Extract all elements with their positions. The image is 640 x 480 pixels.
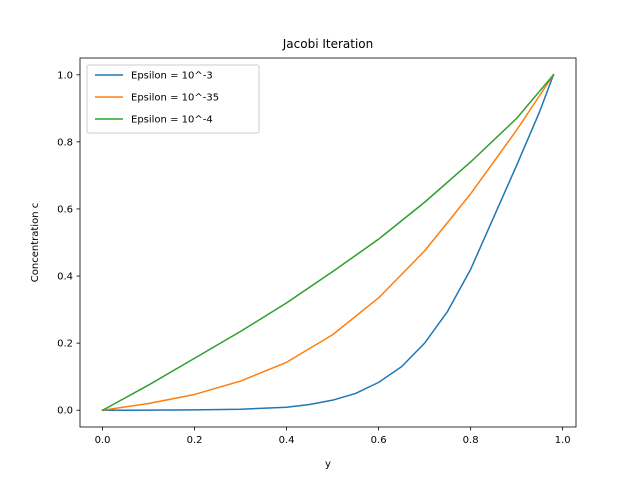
series-line-0	[101, 73, 555, 411]
x-axis-label: y	[325, 459, 331, 470]
series-layer	[101, 73, 555, 412]
x-tick-label: 0.0	[95, 435, 111, 446]
x-tick-label: 0.8	[463, 435, 479, 446]
y-axis-ticks: 0.0 0.2 0.4 0.6 0.8 1.0	[57, 70, 80, 417]
chart-title: Jacobi Iteration	[282, 37, 374, 51]
series-line-1	[101, 73, 555, 412]
legend-label-1: Epsilon = 10^-35	[131, 93, 219, 104]
plot-frame	[79, 57, 577, 428]
x-tick-label: 0.2	[187, 435, 203, 446]
y-axis-label: Concentration c	[30, 203, 41, 282]
x-axis-ticks: 0.0 0.2 0.4 0.6 0.8 1.0	[95, 427, 571, 446]
y-tick-label: 0.8	[57, 137, 73, 148]
x-tick-label: 0.4	[279, 435, 295, 446]
y-tick-label: 1.0	[57, 70, 73, 81]
series-line-2	[101, 73, 555, 412]
legend: Epsilon = 10^-3 Epsilon = 10^-35 Epsilon =…	[86, 64, 260, 134]
x-tick-label: 1.0	[555, 435, 571, 446]
y-tick-label: 0.0	[57, 406, 73, 417]
y-tick-label: 0.4	[57, 272, 73, 283]
y-tick-label: 0.2	[57, 339, 73, 350]
legend-label-2: Epsilon = 10^-4	[131, 115, 213, 126]
y-tick-label: 0.6	[57, 204, 73, 215]
x-tick-label: 0.6	[371, 435, 387, 446]
legend-box	[86, 64, 260, 134]
legend-label-0: Epsilon = 10^-3	[131, 71, 213, 82]
